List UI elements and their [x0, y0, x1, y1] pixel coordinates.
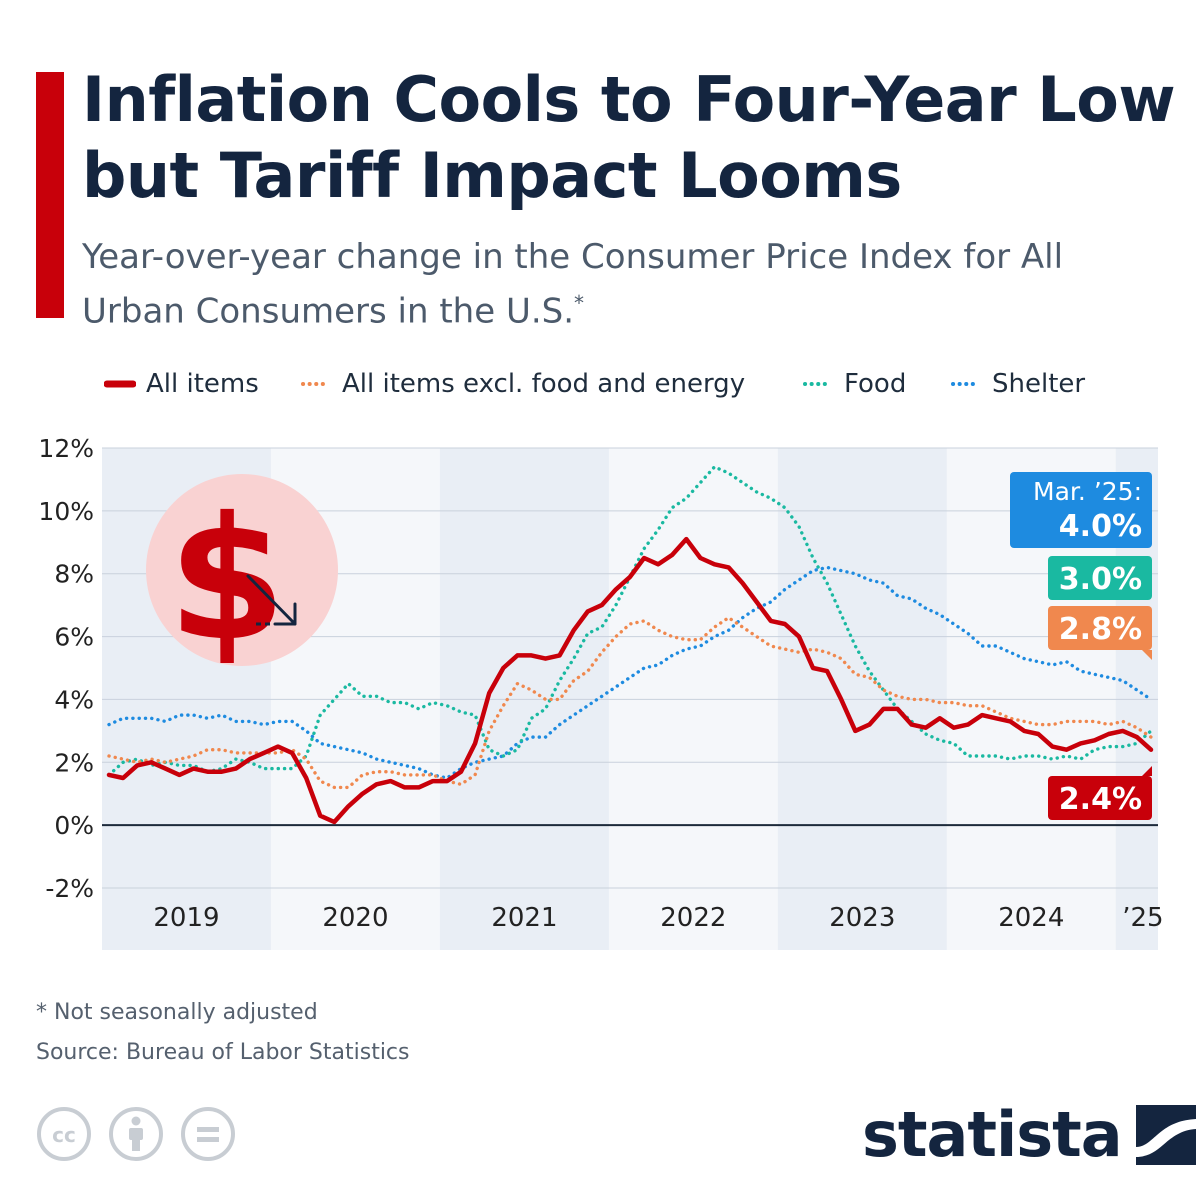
series-line-all-items [106, 536, 1154, 825]
y-tick-label: 8% [54, 560, 94, 589]
license-icons: cc [36, 1106, 252, 1166]
y-tick-label: -2% [45, 874, 94, 903]
y-tick-label: 4% [54, 685, 94, 714]
end-label-box [1010, 472, 1152, 548]
chart-legend: All items All items excl. food and energ… [104, 364, 1184, 404]
end-label-value: 4.0% [1059, 509, 1142, 544]
end-label-all-items: 2.4% [1048, 766, 1152, 820]
end-label-value: 3.0% [1059, 562, 1142, 597]
subtitle-footnote-marker: * [574, 291, 585, 315]
x-tick-label: 2021 [491, 903, 557, 933]
end-label-core: 2.8% [1048, 606, 1152, 660]
cc-icon[interactable]: cc [36, 1106, 92, 1162]
legend-swatch-all-items [104, 380, 136, 388]
x-axis-labels: 2019 2020 2021 2022 2023 2024 ’25 [153, 903, 1163, 933]
subtitle-text: Year-over-year change in the Consumer Pr… [82, 237, 1064, 332]
svg-text:cc: cc [52, 1123, 76, 1147]
x-tick-label: 2024 [998, 903, 1064, 933]
end-label-shelter: Mar. ’25: 4.0% [1010, 472, 1152, 548]
x-tick-label: 2022 [660, 903, 726, 933]
x-tick-label: 2023 [829, 903, 895, 933]
end-label-tail [1142, 650, 1152, 660]
y-tick-label: 0% [54, 811, 94, 840]
legend-label-shelter: Shelter [992, 369, 1086, 399]
legend-label-food: Food [844, 369, 907, 399]
y-tick-label: 2% [54, 748, 94, 777]
statista-brand[interactable]: statista [862, 1098, 1196, 1171]
x-tick-label: ’25 [1122, 903, 1163, 933]
page-title: Inflation Cools to Four-Year Low but Tar… [82, 63, 1176, 212]
x-tick-label: 2020 [322, 903, 388, 933]
legend-item-all-items: All items [104, 364, 259, 404]
no-derivatives-icon[interactable] [180, 1106, 236, 1162]
attribution-icon[interactable] [108, 1106, 164, 1162]
y-tick-label: 12% [38, 434, 94, 463]
end-label-tail [1142, 766, 1152, 776]
y-axis-labels: -2% 0% 2% 4% 6% 8% 10% 12% [38, 434, 94, 903]
accent-bar [36, 72, 64, 318]
legend-swatch-core [301, 382, 331, 386]
legend-item-core: All items excl. food and energy [300, 364, 745, 404]
end-label-box [1048, 556, 1152, 600]
legend-label-all-items: All items [146, 369, 259, 399]
legend-item-shelter: Shelter [950, 364, 1085, 404]
end-label-box [1048, 606, 1152, 650]
footnote: * Not seasonally adjusted [36, 1000, 318, 1025]
x-tick-label: 2019 [153, 903, 219, 933]
legend-swatch-shelter [951, 382, 981, 386]
series-line-shelter [107, 565, 1153, 780]
cpi-line-chart: -2% 0% 2% 4% 6% 8% 10% 12% 2019 2020 2021 2022 2023… [38, 434, 1164, 950]
series-line-core [107, 615, 1153, 790]
y-tick-label: 10% [38, 497, 94, 526]
source: Source: Bureau of Labor Statistics [36, 1040, 410, 1065]
y-tick-label: 6% [54, 623, 94, 652]
legend-label-core: All items excl. food and energy [342, 369, 746, 399]
statista-wordmark: statista [862, 1098, 1123, 1171]
end-label-prefix: Mar. ’25: [1033, 477, 1142, 506]
subtitle: Year-over-year change in the Consumer Pr… [82, 234, 1132, 334]
legend-swatch-food [803, 382, 833, 386]
legend-item-food: Food [802, 364, 906, 404]
end-label-value: 2.4% [1059, 782, 1142, 817]
series-lines [106, 465, 1154, 825]
end-label-food: 3.0% [1048, 556, 1152, 600]
dollar-down-icon: $ [146, 474, 338, 679]
svg-text:$: $ [168, 481, 286, 679]
end-label-value: 2.8% [1059, 612, 1142, 647]
statista-logo-icon [1135, 1104, 1196, 1165]
end-labels: Mar. ’25: 4.0% 3.0% 2.8% 2.4% [1010, 472, 1152, 820]
end-label-box [1048, 776, 1152, 820]
